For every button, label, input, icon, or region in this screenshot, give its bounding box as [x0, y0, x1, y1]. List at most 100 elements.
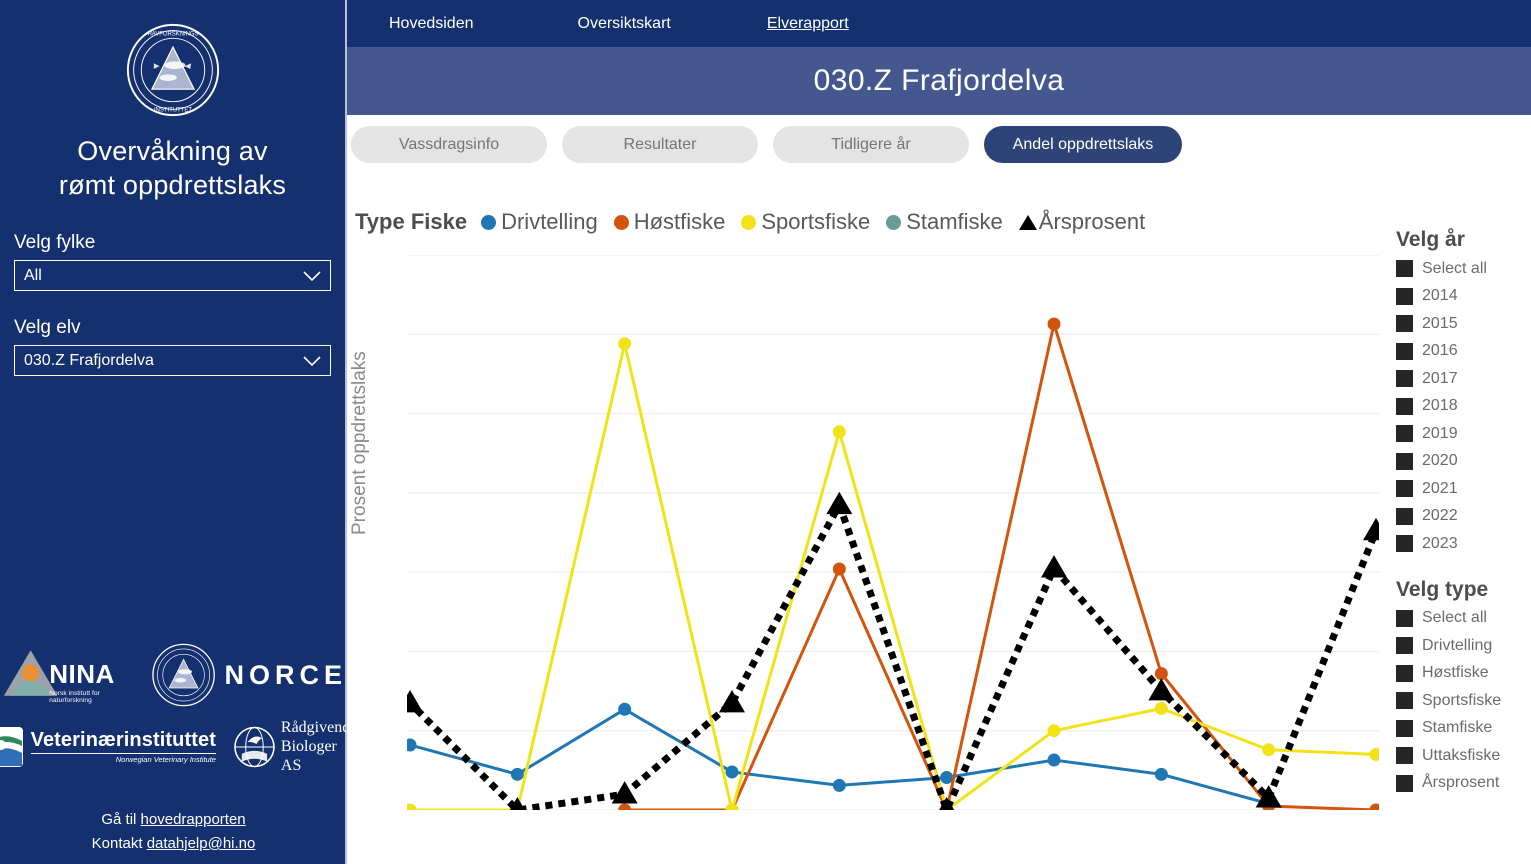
series-line-høstfiske — [623, 322, 1378, 810]
checkbox-icon[interactable] — [1396, 315, 1413, 333]
type-option-sportsfiske[interactable]: Sportsfiske — [1396, 687, 1531, 715]
data-point-drivtelling-2020[interactable] — [1047, 753, 1061, 767]
data-point-årsprosent-2015[interactable] — [504, 797, 530, 810]
type-option-uttaksfiske[interactable]: Uttaksfiske — [1396, 742, 1531, 770]
type-filter-heading: Velg type — [1396, 577, 1489, 601]
type-option-høstfiske[interactable]: Høstfiske — [1396, 660, 1531, 688]
year-option-2017[interactable]: 2017 — [1396, 365, 1531, 393]
type-option-årsprosent[interactable]: Årsprosent — [1396, 770, 1531, 798]
page-title: 030.Z Frafjordelva — [813, 64, 1065, 97]
checkbox-icon[interactable] — [1396, 287, 1413, 305]
legend-item-drivtelling[interactable]: Drivtelling — [481, 209, 598, 235]
app-title: Overvåkning av rømt oppdrettslaks — [0, 134, 345, 202]
data-point-drivtelling-2019[interactable] — [940, 770, 954, 784]
data-point-høstfiske-2016[interactable] — [618, 803, 632, 811]
year-option-2015[interactable]: 2015 — [1396, 310, 1531, 338]
data-point-drivtelling-2018[interactable] — [832, 778, 846, 792]
data-point-sportsfiske-2018[interactable] — [832, 425, 846, 439]
main-report-link[interactable]: hovedrapporten — [140, 811, 246, 828]
data-point-årsprosent-2019[interactable] — [934, 797, 960, 810]
nav-item-elverapport[interactable]: Elverapport — [766, 14, 849, 32]
data-point-årsprosent-2016[interactable] — [611, 781, 638, 804]
data-point-sportsfiske-2022[interactable] — [1262, 743, 1276, 757]
data-point-høstfiske-2020[interactable] — [1047, 317, 1061, 331]
checkbox-icon[interactable] — [1396, 774, 1413, 792]
data-point-drivtelling-2017[interactable] — [725, 765, 739, 779]
line-chart-svg: 0123456720142016201820202022 — [407, 255, 1379, 810]
checkbox-icon[interactable] — [1396, 637, 1413, 655]
elv-selected-value: 030.Z Frafjordelva — [24, 351, 154, 369]
checkbox-icon[interactable] — [1396, 397, 1413, 415]
legend-item-stamfiske[interactable]: Stamfiske — [886, 209, 1003, 235]
year-option-2019[interactable]: 2019 — [1396, 420, 1531, 448]
type-option-stamfiske[interactable]: Stamfiske — [1396, 715, 1531, 743]
svg-text:HAVFORSKNINGS: HAVFORSKNINGS — [147, 31, 198, 37]
year-option-2020[interactable]: 2020 — [1396, 448, 1531, 476]
data-point-årsprosent-2020[interactable] — [1041, 555, 1067, 578]
data-point-sportsfiske-2023[interactable] — [1369, 748, 1380, 761]
radgivende-biologer-logo: Rådgivende Biologer AS — [234, 718, 358, 775]
checkbox-icon[interactable] — [1396, 747, 1413, 765]
data-point-drivtelling-2015[interactable] — [510, 767, 524, 781]
checkbox-icon[interactable] — [1396, 425, 1413, 443]
data-point-drivtelling-2016[interactable] — [618, 702, 632, 716]
checkbox-icon[interactable] — [1396, 664, 1413, 682]
year-option-2022[interactable]: 2022 — [1396, 503, 1531, 531]
nina-mark-icon — [3, 650, 58, 696]
checkbox-icon[interactable] — [1396, 719, 1413, 737]
legend-item-hostfiske[interactable]: Høstfiske — [613, 209, 725, 235]
tab-vassdragsinfo[interactable]: Vassdragsinfo — [351, 126, 547, 163]
checkbox-icon[interactable] — [1396, 609, 1413, 627]
data-point-årsprosent-2021[interactable] — [1148, 678, 1175, 701]
checkbox-icon[interactable] — [1396, 452, 1413, 470]
nav-item-hovedsiden[interactable]: Hovedsiden — [389, 14, 474, 32]
data-point-årsprosent-2023[interactable] — [1363, 517, 1379, 541]
contact-email-link[interactable]: datahjelp@hi.no — [146, 835, 256, 852]
checkbox-icon[interactable] — [1396, 535, 1413, 553]
data-point-drivtelling-2021[interactable] — [1154, 767, 1168, 781]
checkbox-icon[interactable] — [1396, 507, 1413, 525]
year-option-2014[interactable]: 2014 — [1396, 283, 1531, 311]
checkbox-icon[interactable] — [1396, 342, 1413, 360]
legend-item-arsprosent[interactable]: Årsprosent — [1018, 209, 1146, 235]
data-point-høstfiske-2023[interactable] — [1369, 803, 1380, 811]
checkbox-icon[interactable] — [1396, 260, 1413, 278]
data-point-årsprosent-2017[interactable] — [719, 689, 745, 713]
year-option-label: 2021 — [1422, 479, 1458, 497]
type-option-drivtelling[interactable]: Drivtelling — [1396, 632, 1531, 660]
data-point-årsprosent-2014[interactable] — [407, 689, 423, 713]
legend-item-sportsfiske[interactable]: Sportsfiske — [741, 209, 870, 235]
data-point-høstfiske-2021[interactable] — [1154, 667, 1168, 681]
year-option-2018[interactable]: 2018 — [1396, 393, 1531, 421]
year-option-2016[interactable]: 2016 — [1396, 338, 1531, 366]
tab-tidligere-ar[interactable]: Tidligere år — [773, 126, 969, 163]
tab-andel-oppdrettslaks[interactable]: Andel oppdrettslaks — [984, 126, 1182, 163]
data-point-drivtelling-2014[interactable] — [407, 738, 417, 752]
vet-tagline: Norwegian Veterinary Institute — [30, 752, 216, 764]
data-point-årsprosent-2022[interactable] — [1255, 785, 1282, 808]
fylke-selected-value: All — [24, 266, 42, 284]
checkbox-icon[interactable] — [1396, 480, 1413, 498]
data-point-sportsfiske-2020[interactable] — [1047, 724, 1061, 738]
nav-item-oversiktskart[interactable]: Oversiktskart — [577, 14, 671, 32]
year-option-label: 2018 — [1422, 397, 1458, 415]
data-point-sportsfiske-2014[interactable] — [407, 803, 417, 811]
data-point-sportsfiske-2016[interactable] — [618, 337, 632, 351]
checkbox-icon[interactable] — [1396, 370, 1413, 388]
data-point-høstfiske-2018[interactable] — [832, 562, 846, 576]
year-option-select-all[interactable]: Select all — [1396, 255, 1531, 283]
type-option-select-all[interactable]: Select all — [1396, 605, 1531, 633]
data-point-sportsfiske-2017[interactable] — [725, 803, 739, 811]
type-filter-list: Select all Drivtelling Høstfiske Sportsfisk… — [1396, 605, 1531, 798]
checkbox-icon[interactable] — [1396, 692, 1413, 710]
legend-label-drivtelling: Drivtelling — [501, 209, 598, 234]
data-point-sportsfiske-2021[interactable] — [1154, 702, 1168, 716]
data-point-årsprosent-2018[interactable] — [826, 491, 853, 515]
fylke-select[interactable]: All — [14, 260, 331, 291]
plot-area: 0123456720142016201820202022 — [407, 255, 1379, 810]
year-option-2021[interactable]: 2021 — [1396, 475, 1531, 503]
tab-resultater[interactable]: Resultater — [562, 126, 758, 163]
elv-select[interactable]: 030.Z Frafjordelva — [14, 345, 331, 376]
year-option-2023[interactable]: 2023 — [1396, 530, 1531, 558]
legend-label-arsprosent: Årsprosent — [1038, 209, 1146, 234]
